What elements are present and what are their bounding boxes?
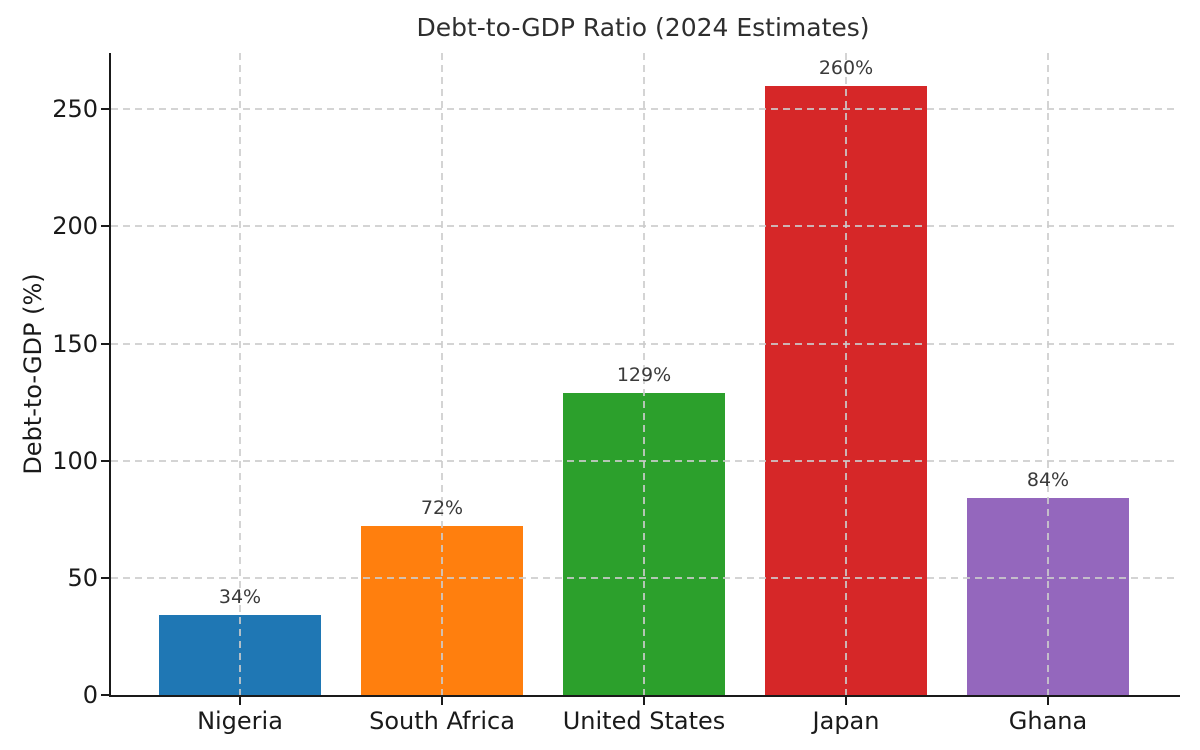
gridline-horizontal (111, 225, 1176, 228)
gridline-vertical (441, 53, 443, 695)
plot-area: 34% Nigeria 72% South Africa 129% United Stat… (52, 53, 1180, 735)
x-tick-label-united-states: United States (562, 707, 726, 735)
x-tick-label-south-africa: South Africa (369, 707, 515, 735)
y-tick-mark (101, 576, 109, 579)
bar-value-label: 129% (616, 363, 672, 386)
y-tick-label-50: 50 (67, 563, 98, 592)
gridline-horizontal (111, 342, 1176, 345)
gridline-horizontal (111, 108, 1176, 111)
x-tick-label-nigeria: Nigeria (197, 707, 283, 735)
y-tick-mark (101, 342, 109, 345)
y-axis-label: Debt-to-GDP (%) (19, 273, 47, 475)
chart-title: Debt-to-GDP Ratio (2024 Estimates) (416, 13, 870, 42)
y-tick-label-200: 200 (52, 212, 98, 241)
y-tick-label-100: 100 (52, 446, 98, 475)
x-tick-mark (1047, 697, 1049, 705)
gridline-vertical (1047, 53, 1049, 695)
bar-value-label: 72% (420, 497, 464, 520)
gridline-vertical (845, 53, 847, 695)
y-tick-mark (101, 225, 109, 228)
gridline-vertical (643, 53, 645, 695)
y-tick-mark (101, 108, 109, 111)
x-axis-spine (109, 695, 1180, 697)
gridline-vertical (239, 53, 241, 695)
gridline-horizontal (111, 576, 1176, 579)
y-tick-mark (101, 694, 109, 696)
bar-value-label: 84% (1026, 469, 1070, 492)
x-tick-mark (239, 697, 241, 705)
x-tick-label-ghana: Ghana (1008, 707, 1088, 735)
gridline-horizontal (111, 459, 1176, 462)
x-tick-mark (441, 697, 443, 705)
bar-value-label: 260% (818, 56, 874, 79)
y-tick-label-250: 250 (52, 95, 98, 124)
x-tick-mark (643, 697, 645, 705)
x-tick-label-japan: Japan (812, 707, 880, 735)
y-tick-mark (101, 459, 109, 462)
x-tick-mark (845, 697, 847, 705)
y-axis-spine (109, 53, 111, 697)
y-tick-label-150: 150 (52, 329, 98, 358)
bar-value-label: 34% (218, 586, 262, 609)
y-tick-label-0: 0 (82, 681, 98, 709)
